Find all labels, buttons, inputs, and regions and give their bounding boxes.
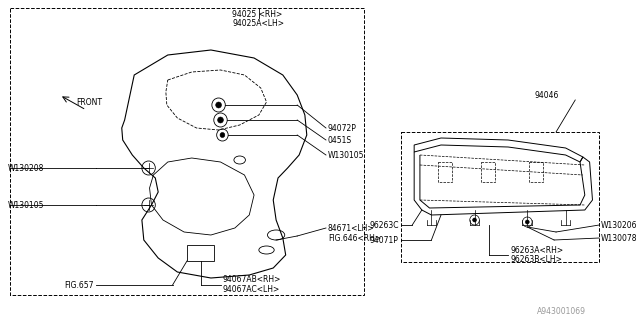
Text: 94072P: 94072P (328, 124, 356, 132)
Circle shape (525, 220, 529, 224)
Text: 94067AC<LH>: 94067AC<LH> (223, 285, 280, 294)
Text: 94025A<LH>: 94025A<LH> (232, 19, 284, 28)
Text: W130078: W130078 (601, 234, 637, 243)
Text: W130105: W130105 (328, 150, 364, 159)
Bar (529, 162, 543, 182)
Text: FIG.657: FIG.657 (65, 281, 94, 290)
Text: W130208: W130208 (8, 164, 44, 172)
Text: A943001069: A943001069 (537, 308, 586, 316)
Text: 96263C: 96263C (369, 220, 399, 229)
Text: 94071P: 94071P (370, 236, 399, 244)
Text: 84671<LH>: 84671<LH> (328, 223, 374, 233)
Circle shape (216, 102, 221, 108)
Bar (481, 162, 495, 182)
Text: W130105: W130105 (8, 201, 44, 210)
Text: 94025 <RH>: 94025 <RH> (232, 10, 282, 19)
Circle shape (218, 117, 223, 123)
Bar (438, 162, 452, 182)
Text: FRONT: FRONT (77, 98, 102, 107)
Text: FIG.646<RH>: FIG.646<RH> (328, 234, 381, 243)
Bar (187, 245, 214, 261)
Text: 96263B<LH>: 96263B<LH> (510, 255, 562, 265)
Circle shape (473, 218, 476, 222)
Text: 94046: 94046 (535, 91, 559, 100)
Text: W130206: W130206 (601, 220, 637, 229)
Circle shape (220, 132, 225, 138)
Text: 94067AB<RH>: 94067AB<RH> (223, 276, 281, 284)
Text: 0451S: 0451S (328, 135, 352, 145)
Text: 96263A<RH>: 96263A<RH> (510, 245, 563, 254)
Bar (10, 8, 364, 295)
Bar (401, 132, 599, 262)
